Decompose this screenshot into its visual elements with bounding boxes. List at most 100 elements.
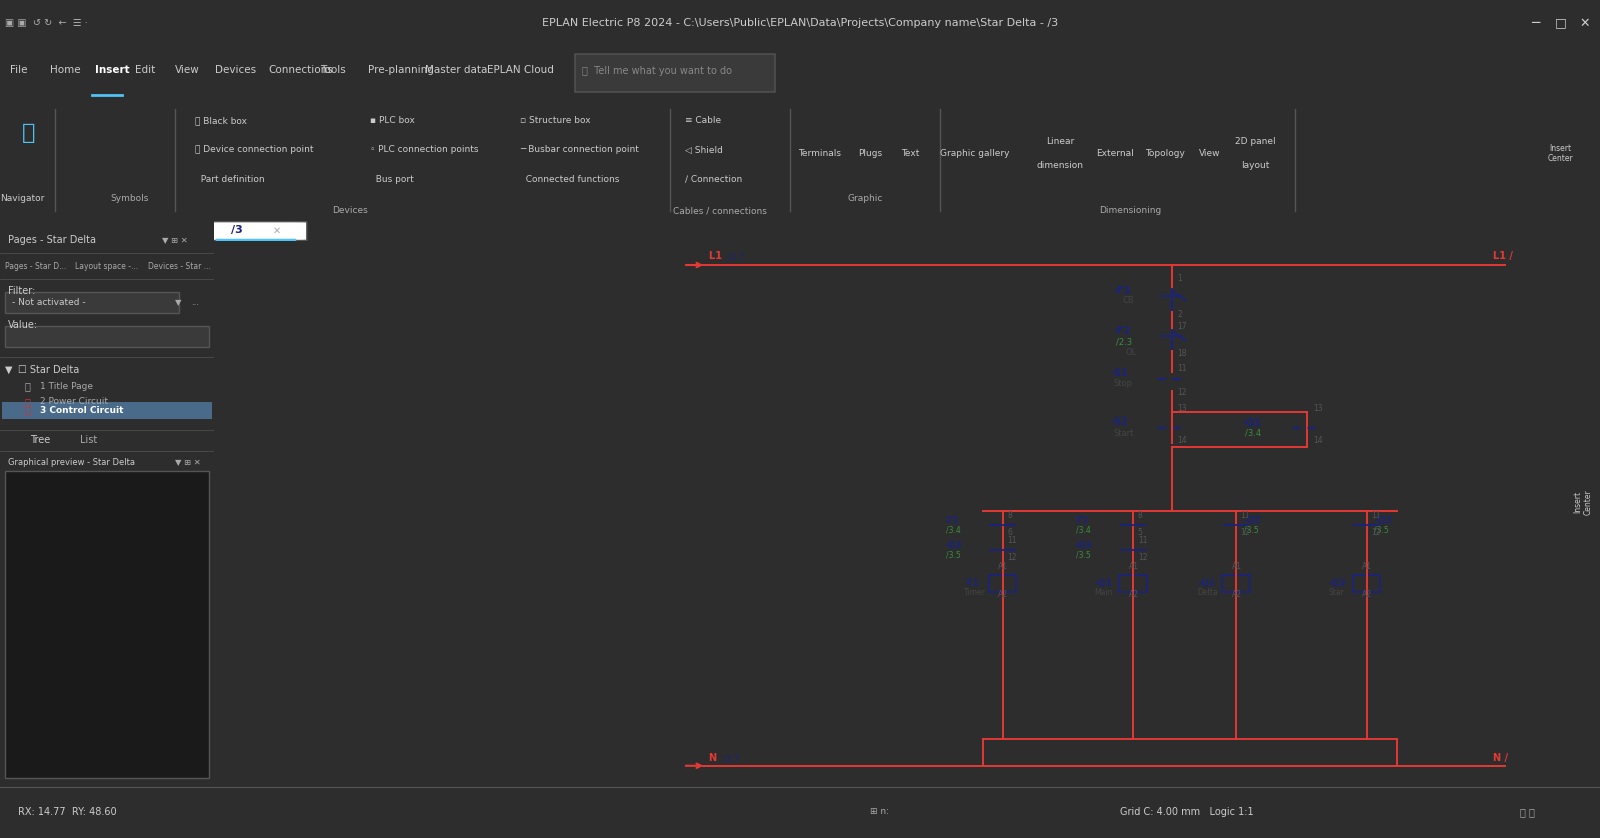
Text: Pages - Star D...: Pages - Star D... [5, 262, 66, 271]
Bar [5, 326, 210, 347]
Text: Insert
Center: Insert Center [1547, 144, 1573, 163]
Text: CB: CB [1122, 296, 1134, 305]
Text: Devices - Star ...: Devices - Star ... [147, 262, 211, 271]
Text: /3.4: /3.4 [946, 525, 960, 535]
Text: Edit: Edit [134, 65, 155, 75]
Text: - Not activated -: - Not activated - [11, 298, 85, 307]
Text: L1: L1 [709, 251, 725, 261]
Text: View: View [174, 65, 200, 75]
Text: Star: Star [1328, 588, 1344, 597]
Text: A2: A2 [1362, 590, 1373, 598]
Text: 8: 8 [1006, 511, 1011, 520]
Text: -Q1: -Q1 [1242, 417, 1261, 427]
Text: 12: 12 [1138, 553, 1147, 562]
Text: Connected functions: Connected functions [520, 174, 619, 184]
Text: Delta: Delta [1198, 588, 1218, 597]
Text: 1: 1 [1178, 273, 1182, 282]
Text: A1: A1 [1232, 562, 1242, 572]
Text: dimension: dimension [1037, 161, 1083, 170]
Text: ✕: ✕ [272, 225, 280, 235]
Text: -T1: -T1 [944, 516, 958, 525]
Text: Connections: Connections [269, 65, 333, 75]
Text: -Q3: -Q3 [1075, 541, 1093, 550]
Text: 🔍  Tell me what you want to do: 🔍 Tell me what you want to do [582, 66, 733, 76]
Text: ⬛ Black box: ⬛ Black box [195, 116, 246, 125]
Text: N: N [709, 753, 720, 763]
Text: □: □ [1555, 17, 1566, 29]
Text: Timer: Timer [965, 588, 986, 597]
Text: Main: Main [1094, 588, 1114, 597]
Text: 11: 11 [1138, 536, 1147, 546]
Text: 14: 14 [1178, 436, 1187, 445]
Text: 2: 2 [1178, 310, 1182, 319]
Text: Part definition: Part definition [195, 174, 264, 184]
Text: 🔍 🔍: 🔍 🔍 [1520, 807, 1534, 817]
Text: Master data: Master data [426, 65, 488, 75]
Text: /3.4: /3.4 [1077, 525, 1091, 535]
Text: /3.4: /3.4 [1245, 428, 1261, 437]
Text: N /: N / [1493, 753, 1507, 763]
Text: -T1: -T1 [1075, 516, 1090, 525]
Text: -Q3: -Q3 [944, 541, 962, 550]
Text: 18: 18 [1178, 349, 1187, 358]
Text: 1 Title Page: 1 Title Page [40, 382, 93, 391]
Text: /3.5: /3.5 [1077, 551, 1091, 560]
Bar [1120, 575, 1147, 592]
Text: -Q2: -Q2 [1243, 516, 1261, 525]
Text: Pages - Star Delta: Pages - Star Delta [8, 235, 96, 245]
FancyBboxPatch shape [574, 54, 774, 92]
Text: ▼: ▼ [5, 365, 13, 375]
Text: List: List [80, 435, 98, 445]
Text: -Q3: -Q3 [1328, 579, 1346, 588]
Text: Filter:: Filter: [8, 286, 35, 296]
Text: Graphic: Graphic [848, 194, 883, 203]
Text: 12: 12 [1006, 553, 1016, 562]
Text: /3.5: /3.5 [946, 551, 960, 560]
Text: Pre-planning: Pre-planning [368, 65, 434, 75]
Text: Devices: Devices [333, 206, 368, 215]
Text: ◦ PLC connection points: ◦ PLC connection points [370, 146, 478, 154]
Text: Layout space -...: Layout space -... [75, 262, 138, 271]
Text: Symbols: Symbols [110, 194, 149, 203]
Bar [5, 471, 210, 778]
Text: Stop: Stop [1114, 379, 1133, 388]
Text: /3: /3 [230, 225, 243, 235]
Text: ─ Busbar connection point: ─ Busbar connection point [520, 146, 638, 154]
FancyBboxPatch shape [203, 221, 307, 241]
Text: /2.7: /2.7 [728, 252, 744, 261]
Text: A2: A2 [1232, 590, 1242, 598]
Text: /2.3: /2.3 [1117, 338, 1133, 346]
Text: 🔌 Device connection point: 🔌 Device connection point [195, 146, 314, 154]
Text: 📄: 📄 [26, 381, 30, 391]
Bar [5, 292, 179, 313]
Text: ◁ Shield: ◁ Shield [685, 146, 723, 154]
Text: 🟥: 🟥 [26, 396, 30, 406]
Text: 11: 11 [1006, 536, 1016, 546]
Text: OL: OL [1125, 348, 1136, 357]
Text: External: External [1096, 149, 1134, 158]
Text: 17: 17 [1178, 322, 1187, 331]
Text: 6: 6 [1006, 528, 1013, 537]
Text: -S1: -S1 [1110, 368, 1128, 378]
Bar [2, 401, 213, 419]
Text: 2 Power Circuit: 2 Power Circuit [40, 397, 107, 406]
Text: 11: 11 [1240, 511, 1250, 520]
Text: -F3: -F3 [1114, 286, 1131, 296]
Bar [1222, 575, 1250, 592]
Text: ▼: ▼ [174, 298, 181, 307]
Text: Topology: Topology [1146, 149, 1186, 158]
Bar [1354, 575, 1381, 592]
Text: 12: 12 [1178, 388, 1187, 397]
Text: 3 Control Circuit: 3 Control Circuit [40, 406, 123, 415]
Text: Graphical preview - Star Delta: Graphical preview - Star Delta [8, 458, 134, 467]
Text: L1 /: L1 / [1493, 251, 1512, 261]
Text: ✕: ✕ [1579, 17, 1590, 29]
Text: A2: A2 [1128, 590, 1139, 598]
Text: /3.5: /3.5 [1374, 525, 1389, 535]
Text: EPLAN Electric P8 2024 - C:\Users\Public\EPLAN\Data\Projects\Company name\Star D: EPLAN Electric P8 2024 - C:\Users\Public… [542, 18, 1058, 28]
Text: Start: Start [1114, 428, 1133, 437]
Text: ⊞ n:: ⊞ n: [870, 807, 890, 816]
Text: A1: A1 [998, 562, 1008, 572]
Text: ▪ PLC box: ▪ PLC box [370, 116, 414, 125]
Bar [989, 575, 1016, 592]
